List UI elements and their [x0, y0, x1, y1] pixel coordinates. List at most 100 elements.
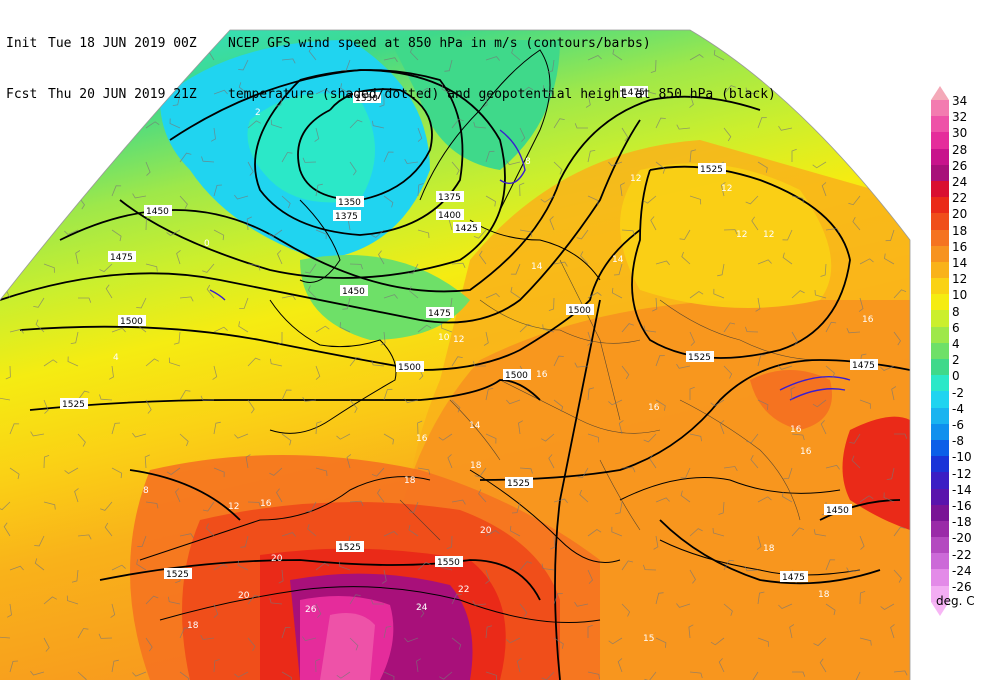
- wind-barb: [587, 195, 599, 206]
- wind-barb: [756, 535, 762, 550]
- temperature-label: 0: [204, 239, 210, 249]
- wind-barb: [745, 195, 759, 205]
- wind-barb: [846, 567, 861, 573]
- wind-barb: [472, 361, 486, 367]
- wind-barb: [858, 297, 864, 312]
- wind-barb: [417, 420, 423, 435]
- wind-barb: [541, 433, 555, 442]
- wind-barb: [179, 152, 192, 163]
- wind-barb: [587, 331, 592, 346]
- temperature-label: 20: [480, 526, 492, 536]
- wind-barb: [718, 658, 725, 673]
- colorbar-tick-label: 10: [952, 288, 968, 303]
- wind-barb: [550, 535, 556, 550]
- wind-barb: [791, 433, 805, 441]
- wind-barb: [43, 122, 58, 129]
- wind-barb: [371, 467, 385, 477]
- wind-barb: [849, 433, 861, 444]
- wind-barb: [825, 228, 840, 233]
- wind-barb: [574, 123, 588, 129]
- wind-barb: [441, 323, 453, 333]
- wind-barb: [74, 488, 79, 503]
- wind-barb: [747, 671, 759, 680]
- wind-barb: [553, 161, 563, 175]
- temperature-label: 22: [458, 585, 469, 595]
- wind-barb: [643, 433, 657, 443]
- wind-barb: [611, 287, 623, 299]
- temperature-label: 2: [255, 108, 261, 118]
- wind-barb: [0, 393, 11, 401]
- wind-barb: [136, 297, 147, 309]
- wind-barb: [825, 464, 840, 470]
- wind-barb: [859, 161, 871, 172]
- wind-barb: [676, 603, 691, 608]
- wind-barb: [111, 564, 126, 571]
- wind-barb: [444, 59, 453, 72]
- wind-barb: [857, 59, 863, 74]
- temperature-label: 18: [818, 590, 830, 600]
- temperature-label: 12: [453, 335, 464, 345]
- temperature-label: 12: [763, 230, 774, 240]
- wind-barb: [349, 161, 357, 176]
- wind-barb: [35, 319, 45, 333]
- colorbar-swatch: [931, 326, 949, 343]
- height-label: 1500: [398, 363, 421, 373]
- wind-barb: [213, 229, 225, 241]
- wind-barb: [890, 624, 895, 639]
- wind-barb: [815, 50, 827, 61]
- wind-barb: [145, 637, 153, 652]
- wind-barb: [723, 85, 736, 95]
- wind-barb: [723, 603, 733, 616]
- wind-barb: [33, 297, 45, 308]
- wind-barb: [238, 321, 249, 333]
- wind-barb: [75, 250, 81, 265]
- wind-barb: [145, 161, 151, 176]
- wind-barb: [846, 328, 861, 334]
- wind-barb: [247, 161, 254, 176]
- wind-barb: [812, 161, 827, 169]
- temperature-label: 18: [763, 544, 775, 554]
- colorbar-swatch: [931, 537, 949, 554]
- wind-barb: [474, 467, 487, 478]
- wind-barb: [451, 356, 463, 367]
- wind-barb: [247, 263, 261, 271]
- wind-barb: [9, 565, 24, 571]
- wind-barb: [346, 454, 352, 469]
- wind-barb: [247, 120, 261, 129]
- wind-barb: [201, 156, 215, 163]
- wind-barb: [451, 637, 462, 650]
- wind-barb: [723, 559, 735, 571]
- wind-barb: [439, 671, 453, 680]
- wind-barb: [132, 432, 147, 438]
- wind-barb: [621, 365, 630, 380]
- wind-barb: [240, 535, 249, 548]
- height-label: 1375: [335, 212, 358, 222]
- colorbar-swatch: [931, 456, 949, 473]
- wind-barb: [655, 260, 670, 266]
- wind-barb: [553, 118, 565, 129]
- wind-barb: [813, 529, 827, 537]
- wind-barb: [176, 250, 181, 265]
- wind-barb: [111, 467, 123, 479]
- wind-barb: [755, 297, 761, 312]
- wind-barb: [64, 467, 79, 474]
- wind-barb: [782, 252, 793, 265]
- height-label-box: [333, 210, 361, 221]
- temperature-label: 14: [469, 421, 481, 431]
- wind-barb: [723, 365, 733, 379]
- height-label: 1450: [826, 506, 849, 516]
- wind-barb: [608, 161, 623, 167]
- wind-barb: [825, 321, 837, 333]
- wind-barb: [315, 183, 323, 197]
- wind-barb: [179, 296, 194, 302]
- colorbar-swatch: [931, 294, 949, 311]
- wind-barb: [576, 229, 589, 240]
- wind-barb: [336, 433, 351, 440]
- wind-barb: [650, 216, 657, 231]
- wind-barb: [371, 229, 385, 238]
- wind-barb: [792, 671, 806, 677]
- wind-barb: [783, 467, 793, 480]
- wind-barb: [451, 399, 461, 413]
- wind-barb: [825, 559, 836, 571]
